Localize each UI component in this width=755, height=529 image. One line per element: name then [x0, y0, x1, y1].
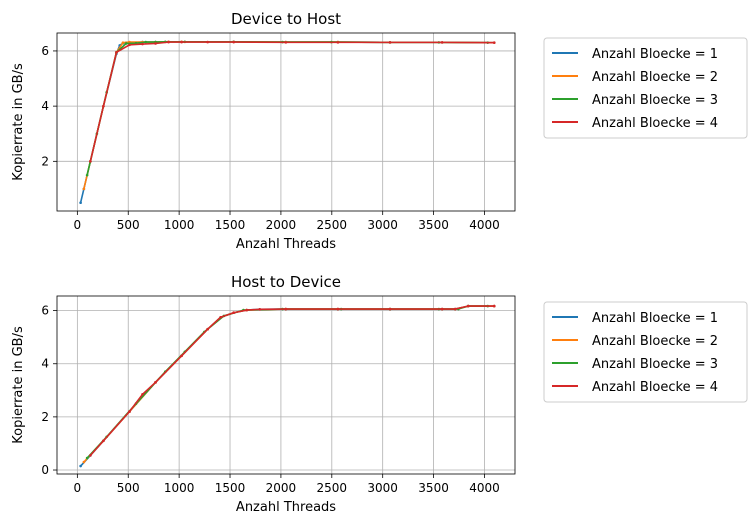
data-point [284, 307, 288, 311]
x-tick-label: 1000 [164, 218, 195, 232]
chart-title: Device to Host [231, 10, 341, 28]
y-tick-label: 0 [41, 463, 49, 477]
data-point [258, 307, 262, 311]
data-point [115, 51, 118, 54]
data-point [466, 304, 470, 308]
data-point [167, 40, 170, 44]
data-point [492, 304, 496, 308]
legend-label: Anzahl Bloecke = 1 [592, 47, 718, 62]
x-tick-label: 1500 [215, 218, 246, 232]
data-point [85, 173, 89, 177]
x-tick-label: 1500 [215, 481, 246, 495]
data-point [388, 41, 392, 44]
data-point [121, 41, 125, 44]
data-point [440, 41, 444, 44]
data-point [232, 40, 235, 44]
data-point [141, 42, 144, 46]
legend-label: Anzahl Bloecke = 4 [592, 380, 718, 395]
legend-box [543, 301, 748, 403]
legend: Anzahl Bloecke = 1 Anzahl Bloecke = 2 Anza… [543, 37, 748, 139]
data-point [219, 315, 222, 319]
x-axis-label: Anzahl Threads [236, 500, 336, 515]
data-point [79, 464, 82, 468]
data-point [128, 410, 131, 413]
data-point [89, 160, 92, 163]
series-line-4 [89, 305, 495, 456]
plot-area [79, 304, 496, 468]
axes-frame [56, 32, 516, 212]
x-tick-label: 500 [117, 218, 140, 232]
chart-1: 0 500 1000 1500 2000 2500 3000 3500 4000 2 4 6 Devic… [11, 10, 748, 252]
data-point [440, 307, 444, 311]
data-point [388, 307, 392, 311]
y-tick-label: 4 [41, 99, 49, 113]
data-point [453, 307, 457, 311]
data-point [128, 43, 131, 47]
data-point [180, 40, 183, 44]
data-point [206, 327, 209, 331]
series-line-1 [79, 41, 495, 203]
legend: Anzahl Bloecke = 1 Anzahl Bloecke = 2 Anza… [543, 301, 748, 403]
y-tick-label: 6 [41, 44, 49, 58]
data-point [82, 187, 86, 191]
x-tick-label: 2500 [317, 218, 348, 232]
x-tick-label: 4000 [469, 481, 500, 495]
data-point [284, 41, 288, 44]
data-point [144, 40, 148, 44]
data-point [102, 104, 105, 108]
data-point [82, 460, 86, 464]
data-point [89, 454, 92, 457]
x-tick-label: 4000 [469, 218, 500, 232]
plot-area [79, 40, 496, 205]
y-tick-label: 2 [41, 154, 49, 168]
y-tick-label: 6 [41, 304, 49, 318]
data-point [154, 381, 157, 384]
legend-label: Anzahl Bloecke = 3 [592, 357, 718, 372]
chart-title: Host to Device [231, 273, 341, 291]
series-line-2 [83, 305, 495, 463]
data-point [154, 42, 157, 45]
x-tick-label: 2000 [266, 481, 297, 495]
data-point [102, 439, 105, 443]
data-point [336, 41, 340, 44]
x-tick-label: 3500 [418, 481, 449, 495]
series-line-2 [83, 41, 495, 190]
legend-label: Anzahl Bloecke = 1 [592, 311, 718, 326]
legend-label: Anzahl Bloecke = 2 [592, 334, 718, 349]
series-line-3 [86, 41, 488, 176]
data-point [124, 42, 128, 45]
legend-label: Anzahl Bloecke = 2 [592, 70, 718, 85]
x-tick-label: 1000 [164, 481, 195, 495]
y-axis-label: Kopierrate in GB/s [11, 63, 26, 181]
series-line-1 [80, 305, 495, 467]
data-point [141, 392, 144, 396]
x-tick-label: 2000 [266, 218, 297, 232]
legend-label: Anzahl Bloecke = 3 [592, 93, 718, 108]
x-tick-label: 3500 [418, 218, 449, 232]
data-point [336, 307, 340, 311]
x-tick-label: 3000 [367, 218, 398, 232]
data-point [206, 40, 209, 44]
y-axis-label: Kopierrate in GB/s [11, 326, 26, 444]
chart-2: 0 500 1000 1500 2000 2500 3000 3500 4000 0 2 4 6 Host… [11, 273, 748, 515]
data-point [245, 308, 249, 312]
y-tick-label: 4 [41, 357, 49, 371]
x-axis-label: Anzahl Threads [236, 237, 336, 252]
legend-label: Anzahl Bloecke = 4 [592, 116, 718, 131]
data-point [79, 201, 82, 205]
data-point [492, 41, 496, 44]
data-point [180, 354, 183, 358]
x-tick-label: 0 [74, 218, 82, 232]
data-point [85, 456, 89, 460]
axes-frame [56, 295, 516, 475]
data-point [232, 311, 235, 315]
y-tick-label: 2 [41, 410, 49, 424]
x-tick-label: 0 [74, 481, 82, 495]
series-line-3 [86, 305, 488, 459]
legend-box [543, 37, 748, 139]
x-tick-label: 3000 [367, 481, 398, 495]
x-tick-label: 500 [117, 481, 140, 495]
x-tick-label: 2500 [317, 481, 348, 495]
